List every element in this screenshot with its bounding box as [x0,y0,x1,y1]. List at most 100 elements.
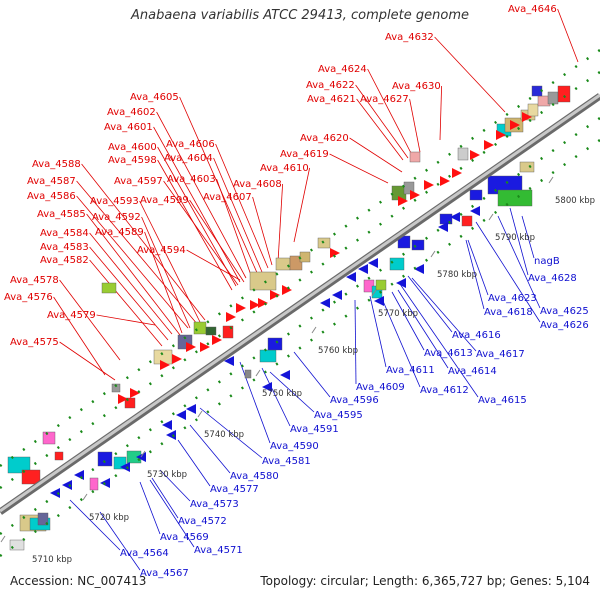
leader-ava-4578 [59,279,121,361]
gene-block [37,512,49,526]
tick-label: 5720 kbp [89,513,129,523]
tick-mark [548,176,554,184]
forward-gene-arrow [226,312,236,322]
leader-ava-4598 [157,159,233,291]
reverse-gene-arrow [62,480,72,490]
forward-gene-arrow [510,120,520,130]
leader-ava-4567 [99,511,141,571]
gene-block [275,257,291,271]
gene-block [97,451,113,467]
leader-ava-4589 [144,231,183,334]
gene-block [289,255,303,271]
label-ava-4567: Ava_4567 [140,568,189,579]
label-ava-4607: Ava_4607 [203,192,252,203]
forward-gene-arrow [452,168,462,178]
tick-mark [197,410,203,418]
reverse-gene-arrow [374,296,384,306]
label-ava-4623: Ava_4623 [488,293,537,304]
leader-ava-4583 [89,246,169,341]
label-ava-4615: Ava_4615 [478,395,527,406]
gene-block [54,451,64,461]
leader-ava-4621 [356,98,404,161]
label-nagb: nagB [534,256,560,267]
tick-mark [371,289,377,297]
forward-gene-arrow [484,140,494,150]
label-ava-4603: Ava_4603 [167,174,216,185]
leader-ava-4577 [177,439,211,487]
forward-gene-arrow [270,290,280,300]
reverse-gene-arrow [320,298,330,308]
leader-ava-4612 [379,293,421,388]
label-ava-4596: Ava_4596 [330,395,379,406]
leader-ava-4601 [153,126,241,283]
label-ava-4597: Ava_4597 [114,176,163,187]
label-ava-4598: Ava_4598 [108,155,157,166]
label-ava-4625: Ava_4625 [540,306,589,317]
forward-gene-arrow [160,360,170,370]
leader-ava-4592 [141,216,191,329]
gene-block [411,239,425,251]
leader-ava-4595 [269,371,315,413]
forward-gene-arrow [330,248,340,258]
leader-ava-4604 [213,157,263,273]
label-ava-4601: Ava_4601 [104,122,153,133]
label-ava-4621: Ava_4621 [307,94,356,105]
label-ava-4577: Ava_4577 [210,484,259,495]
leader-ava-4581 [199,407,263,459]
leader-ava-4593 [139,200,201,323]
tick-label: 5760 kbp [318,346,358,356]
gene-block [111,383,121,393]
genome-summary-text: Topology: circular; Length: 6,365,727 bp… [260,574,590,588]
forward-gene-arrow [440,176,450,186]
leader-ava-4572 [151,477,179,519]
reverse-gene-arrow [74,470,84,480]
gene-block [469,189,483,201]
forward-gene-arrow [186,342,196,352]
label-ava-4622: Ava_4622 [306,80,355,91]
label-ava-4582: Ava_4582 [40,255,89,266]
leader-ava-4582 [89,259,163,347]
reverse-gene-arrow [262,382,272,392]
reverse-gene-arrow [346,272,356,282]
label-ava-4595: Ava_4595 [314,410,363,421]
backbone-highlight [0,93,600,513]
label-ava-4589: Ava_4589 [95,227,144,238]
label-ava-4630: Ava_4630 [392,81,441,92]
label-ava-4576: Ava_4576 [4,292,53,303]
label-ava-4606: Ava_4606 [166,139,215,150]
gene-block [21,469,41,485]
forward-gene-arrow [522,112,532,122]
label-ava-4646: Ava_4646 [508,4,557,15]
leader-ava-4600 [157,146,237,287]
reverse-gene-arrow [396,278,406,288]
leader-ava-4608 [277,183,283,263]
label-ava-4593: Ava_4593 [90,196,139,207]
leader-ava-4585 [86,213,181,336]
leader-ava-4594 [186,249,241,281]
leader-ava-4614 [397,289,449,369]
label-ava-4618: Ava_4618 [484,307,533,318]
label-ava-4594: Ava_4594 [137,245,186,256]
label-ava-4613: Ava_4613 [424,348,473,359]
leader-ava-4613 [391,291,425,351]
label-ava-4616: Ava_4616 [452,330,501,341]
forward-gene-arrow [250,300,260,310]
reverse-gene-arrow [176,410,186,420]
label-leaders [53,8,579,571]
reverse-gene-arrow [280,370,290,380]
forward-gene-arrow [200,342,210,352]
reverse-gene-arrow [368,258,378,268]
leader-ava-4591 [261,367,291,427]
map-title: Anabaena variabilis ATCC 29413, complete… [131,8,469,23]
leader-ava-4584 [89,232,173,335]
gene-block [89,477,99,491]
label-ava-4575: Ava_4575 [10,337,59,348]
gene-block [101,282,117,294]
leader-ava-4616 [407,275,453,333]
reverse-gene-arrow [224,356,234,366]
gene-features [7,85,571,551]
tick-mark [488,213,494,221]
leader-ava-4622 [355,84,409,159]
label-ava-4628: Ava_4628 [528,273,577,284]
